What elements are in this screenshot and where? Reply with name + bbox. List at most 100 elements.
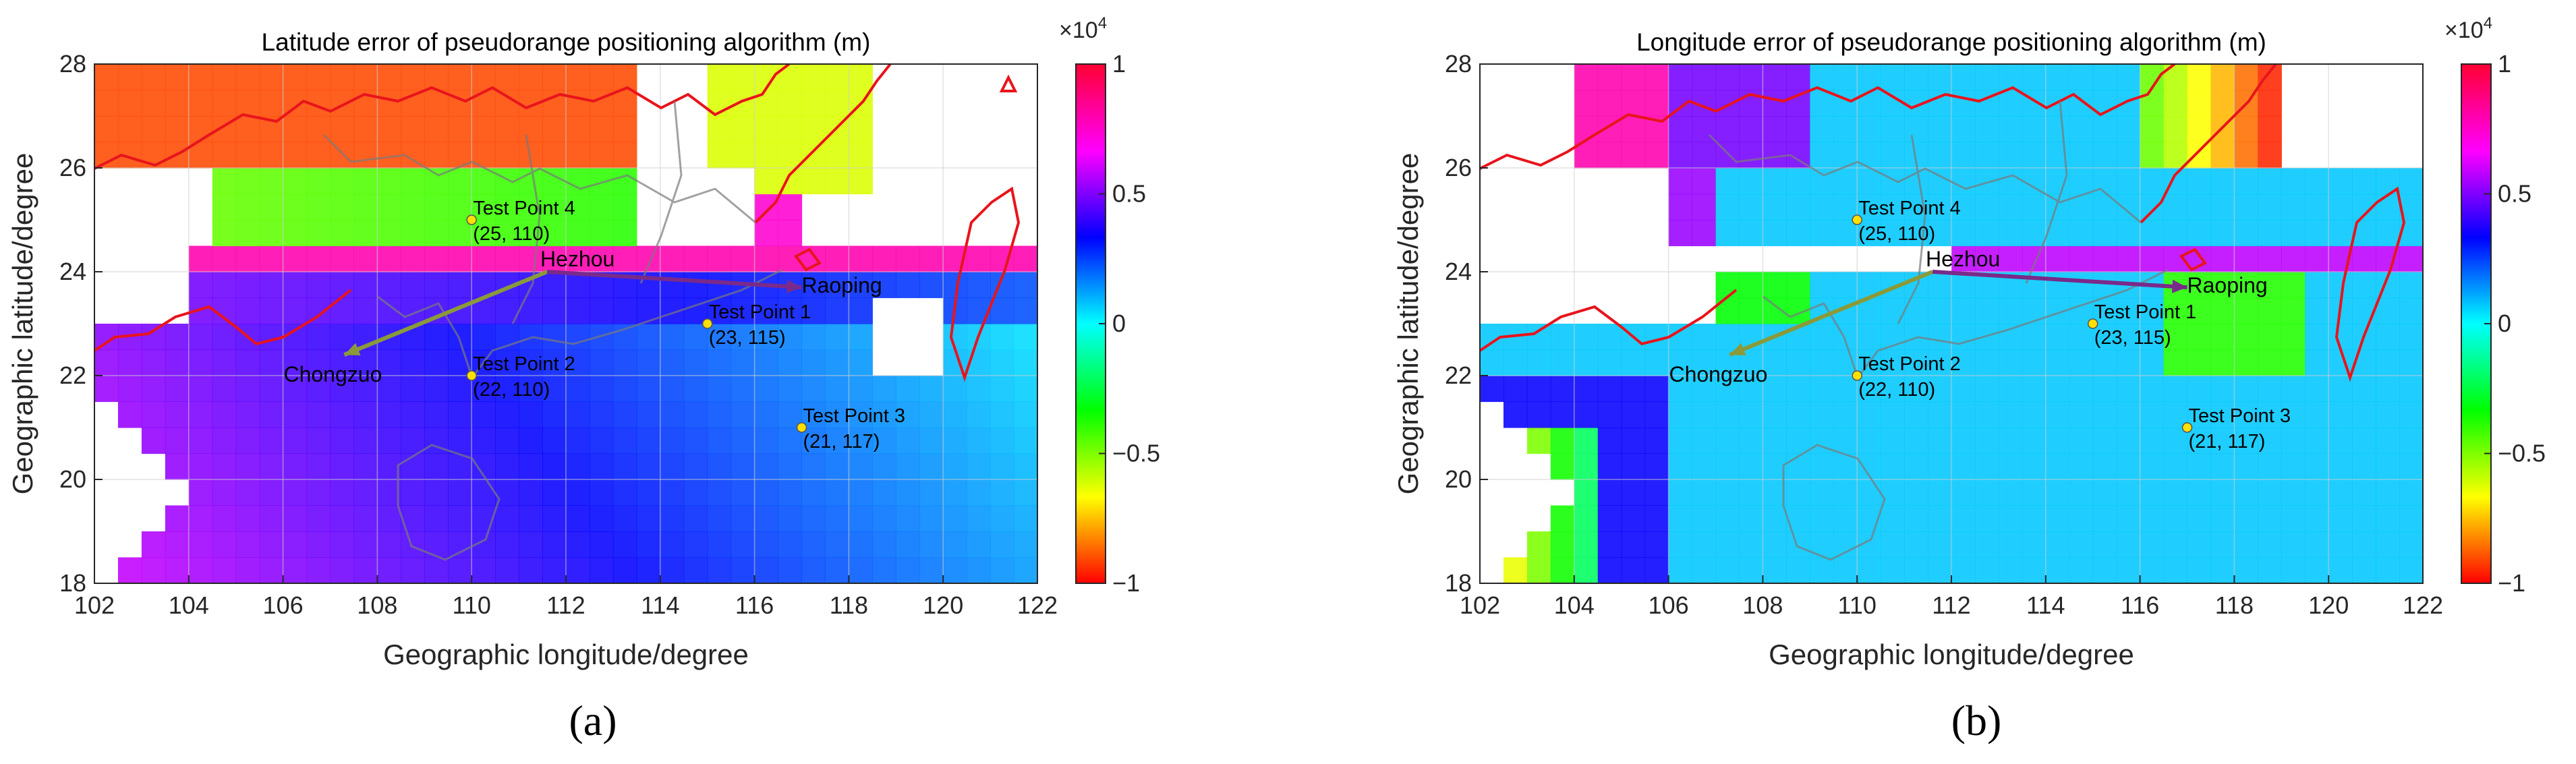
heatmap-cell xyxy=(235,168,260,195)
heatmap-cell xyxy=(2281,324,2306,351)
heatmap-cell xyxy=(542,297,567,324)
heatmap-cell xyxy=(212,401,237,428)
heatmap-cell xyxy=(731,531,755,558)
heatmap-cell xyxy=(2305,531,2329,558)
heatmap-cell xyxy=(612,349,637,376)
heatmap-cell xyxy=(424,90,449,117)
heatmap-cell xyxy=(1998,168,2023,195)
heatmap-cell xyxy=(2210,479,2235,506)
heatmap-cell xyxy=(1951,194,1976,221)
heatmap-cell xyxy=(2116,90,2141,117)
heatmap-cell xyxy=(330,64,355,91)
heatmap-cell xyxy=(471,428,496,454)
heatmap-cell xyxy=(2163,349,2188,376)
heatmap-cell xyxy=(283,505,308,532)
heatmap-cell xyxy=(1692,64,1717,91)
heatmap-cell xyxy=(235,194,260,221)
x-tick-label: 102 xyxy=(74,591,115,619)
heatmap-cell xyxy=(2258,349,2282,376)
test-point-coords: (23, 115) xyxy=(2094,327,2171,349)
heatmap-cell xyxy=(707,245,732,272)
heatmap-cell xyxy=(2258,428,2282,454)
chart-title: Longitude error of pseudorange positioni… xyxy=(1636,28,2266,56)
heatmap-cell xyxy=(212,324,237,351)
heatmap-cell xyxy=(2328,479,2353,506)
heatmap-cell xyxy=(1928,376,1952,403)
y-tick-label: 24 xyxy=(1445,258,1472,285)
heatmap-cell xyxy=(566,505,590,532)
heatmap-cell xyxy=(1644,142,1669,169)
heatmap-cell xyxy=(2045,401,2070,428)
heatmap-cell xyxy=(1014,272,1037,299)
heatmap-cell xyxy=(2281,168,2306,195)
heatmap-cell xyxy=(2281,349,2306,376)
heatmap-cell xyxy=(2305,220,2329,247)
heatmap-cell xyxy=(495,505,519,532)
heatmap-cell xyxy=(283,376,308,403)
heatmap-cell xyxy=(2140,428,2165,454)
heatmap-cell xyxy=(1692,376,1717,403)
heatmap-cell xyxy=(683,505,708,532)
heatmap-cell xyxy=(1786,557,1810,583)
heatmap-cell xyxy=(1644,505,1669,532)
heatmap-cell xyxy=(448,531,472,558)
heatmap-cell xyxy=(2092,428,2117,454)
heatmap-cell xyxy=(141,401,166,428)
heatmap-cell xyxy=(2305,324,2329,351)
heatmap-cell xyxy=(1715,428,1740,454)
heatmap-cell xyxy=(919,272,944,299)
colorbar-tick-label: 0.5 xyxy=(1112,180,1146,208)
heatmap-cell xyxy=(235,272,260,299)
heatmap-cell xyxy=(141,557,166,583)
heatmap-cell xyxy=(2069,453,2094,480)
heatmap-cell xyxy=(283,324,308,351)
heatmap-cell xyxy=(2399,349,2423,376)
heatmap-cell xyxy=(1998,376,2023,403)
heatmap-cell xyxy=(2305,297,2329,324)
heatmap-cell xyxy=(1014,557,1037,583)
heatmap-cell xyxy=(448,245,472,272)
heatmap-cell xyxy=(1928,272,1952,299)
heatmap-cell xyxy=(589,116,614,143)
heatmap-cell xyxy=(1974,349,1999,376)
heatmap-cell xyxy=(1928,557,1952,583)
x-tick-label: 104 xyxy=(1554,591,1595,619)
heatmap-cell xyxy=(801,142,826,169)
city-label: Raoping xyxy=(2187,273,2268,297)
heatmap-cell xyxy=(2069,428,2094,454)
heatmap-cell xyxy=(2140,453,2165,480)
panel-b: Longitude error of pseudorange positioni… xyxy=(1392,14,2546,744)
heatmap-cell xyxy=(2376,194,2400,221)
heatmap-cell xyxy=(377,505,401,532)
heatmap-cell xyxy=(1833,531,1858,558)
heatmap-cell xyxy=(1503,557,1528,583)
heatmap-cell xyxy=(1550,349,1575,376)
heatmap-cell xyxy=(1692,142,1717,169)
heatmap-cell xyxy=(306,505,331,532)
heatmap-cell xyxy=(424,324,449,351)
heatmap-cell xyxy=(2210,428,2235,454)
heatmap-cell xyxy=(1574,116,1599,143)
heatmap-cell xyxy=(589,453,614,480)
heatmap-cell xyxy=(259,220,284,247)
heatmap-cell xyxy=(424,245,449,272)
heatmap-cell xyxy=(589,479,614,506)
heatmap-cell xyxy=(495,142,519,169)
test-point-marker xyxy=(2087,318,2098,329)
heatmap-cell xyxy=(165,453,190,480)
heatmap-cell xyxy=(259,479,284,506)
heatmap-cell xyxy=(1739,453,1763,480)
heatmap-cell xyxy=(1928,324,1952,351)
heatmap-cell xyxy=(1928,220,1952,247)
heatmap-cell xyxy=(542,505,567,532)
route-arrow-hezhou-raoping xyxy=(1932,270,2187,290)
heatmap-cell xyxy=(1739,376,1763,403)
heatmap-cell xyxy=(1881,116,1905,143)
heatmap-cell xyxy=(2022,194,2047,221)
heatmap-cell xyxy=(2069,349,2094,376)
colorbar-exponent-power: 4 xyxy=(1098,14,1107,32)
heatmap-cell xyxy=(1574,453,1599,480)
heatmap-cell xyxy=(1014,297,1037,324)
heatmap-cell xyxy=(754,479,779,506)
heatmap-cell xyxy=(1014,428,1037,454)
